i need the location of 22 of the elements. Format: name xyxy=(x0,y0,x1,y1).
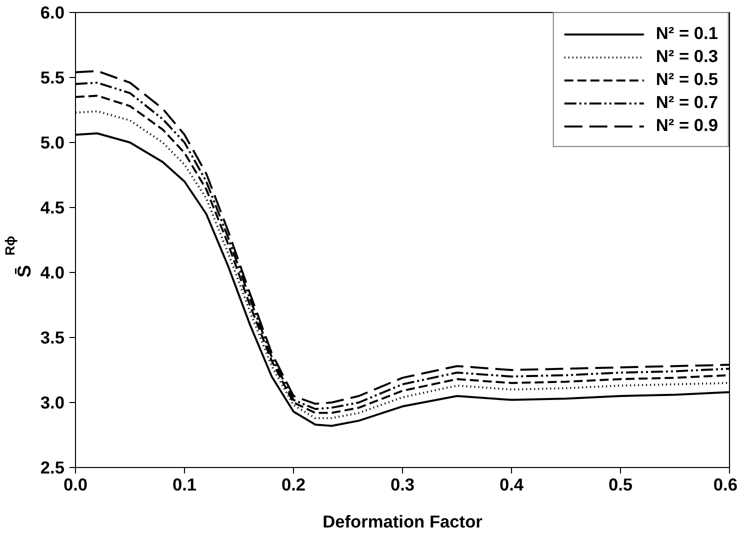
x-tick-label: 0.2 xyxy=(281,474,306,494)
x-tick-label: 0.0 xyxy=(63,474,88,494)
legend-label: N² = 0.7 xyxy=(656,92,718,113)
y-tick-label: 2.5 xyxy=(40,458,65,478)
legend-label: N² = 0.5 xyxy=(656,69,718,90)
x-tick-label: 0.6 xyxy=(713,474,737,494)
y-tick-label: 3.5 xyxy=(40,328,65,348)
x-tick-label: 0.3 xyxy=(390,474,415,494)
y-tick-label: 4.5 xyxy=(40,198,65,218)
legend-label: N² = 0.3 xyxy=(656,46,718,67)
y-axis-title: S̄Rϕ xyxy=(2,236,34,278)
y-tick-label: 3.0 xyxy=(40,392,65,412)
legend-label: N² = 0.1 xyxy=(656,23,718,44)
x-tick-label: 0.4 xyxy=(499,474,524,494)
y-tick-label: 6.0 xyxy=(40,2,65,22)
y-tick-label: 4.0 xyxy=(40,262,65,282)
x-tick-label: 0.5 xyxy=(608,474,633,494)
legend-label: N² = 0.9 xyxy=(656,115,718,136)
x-tick-label: 0.1 xyxy=(172,474,197,494)
y-tick-label: 5.5 xyxy=(40,68,65,88)
x-axis-title: Deformation Factor xyxy=(322,512,483,532)
y-tick-label: 5.0 xyxy=(40,132,65,152)
